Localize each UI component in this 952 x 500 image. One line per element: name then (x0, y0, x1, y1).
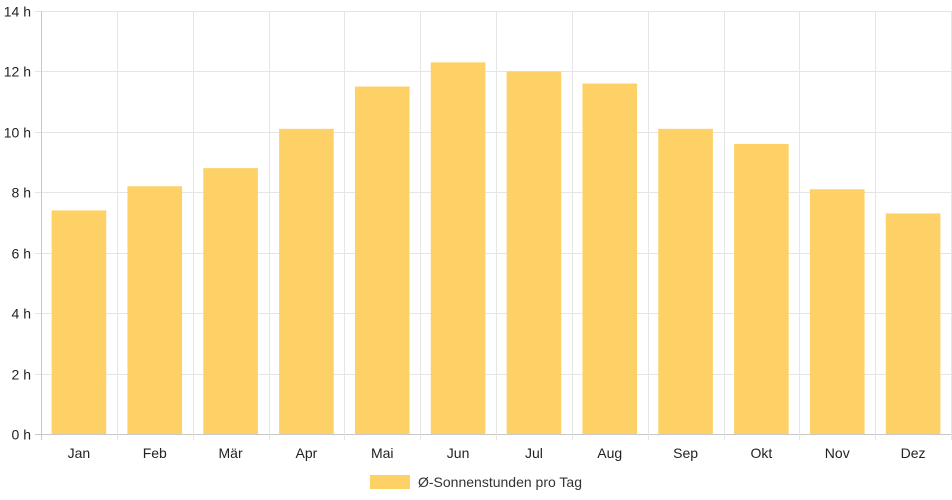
y-tick-label: 4 h (12, 306, 31, 322)
chart-bars (51, 62, 941, 435)
x-tick-label: Jun (447, 445, 470, 461)
x-tick-label: Apr (296, 445, 318, 461)
x-axis-ticks: Jan Feb Mär Apr Mai Jun Jul Aug Sep Okt Nov Dez (68, 445, 926, 461)
bar-nov[interactable] (809, 189, 865, 434)
x-tick-label: Dez (901, 445, 926, 461)
chart-legend[interactable]: Ø-Sonnenstunden pro Tag (370, 474, 582, 490)
bar-mär[interactable] (203, 168, 258, 434)
y-axis-ticks: 0 h 2 h 4 h 6 h 8 h 10 h 12 h 14 h (4, 4, 31, 443)
bar-dez[interactable] (885, 213, 941, 434)
x-tick-label: Sep (673, 445, 698, 461)
legend-label: Ø-Sonnenstunden pro Tag (418, 474, 582, 490)
y-tick-label: 12 h (4, 64, 31, 80)
y-tick-label: 10 h (4, 125, 31, 141)
y-tick-label: 8 h (12, 185, 31, 201)
bar-jun[interactable] (430, 62, 486, 434)
x-tick-label: Aug (597, 445, 622, 461)
bar-sep[interactable] (658, 128, 713, 435)
chart-grid (35, 11, 952, 440)
bar-jan[interactable] (51, 210, 107, 434)
bar-aug[interactable] (582, 83, 638, 434)
y-tick-label: 0 h (12, 427, 31, 443)
y-tick-label: 14 h (4, 4, 31, 20)
y-tick-label: 2 h (12, 367, 31, 383)
x-tick-label: Mai (371, 445, 394, 461)
x-tick-label: Mär (219, 445, 243, 461)
x-tick-label: Jan (68, 445, 91, 461)
x-tick-label: Nov (825, 445, 850, 461)
bar-okt[interactable] (734, 143, 789, 434)
x-tick-label: Jul (525, 445, 543, 461)
bar-jul[interactable] (506, 71, 562, 434)
x-tick-label: Feb (143, 445, 167, 461)
y-tick-label: 6 h (12, 246, 31, 262)
bar-feb[interactable] (127, 186, 183, 434)
bar-mai[interactable] (354, 86, 410, 435)
bar-apr[interactable] (279, 128, 334, 435)
legend-swatch (370, 475, 410, 489)
x-tick-label: Okt (751, 445, 773, 461)
